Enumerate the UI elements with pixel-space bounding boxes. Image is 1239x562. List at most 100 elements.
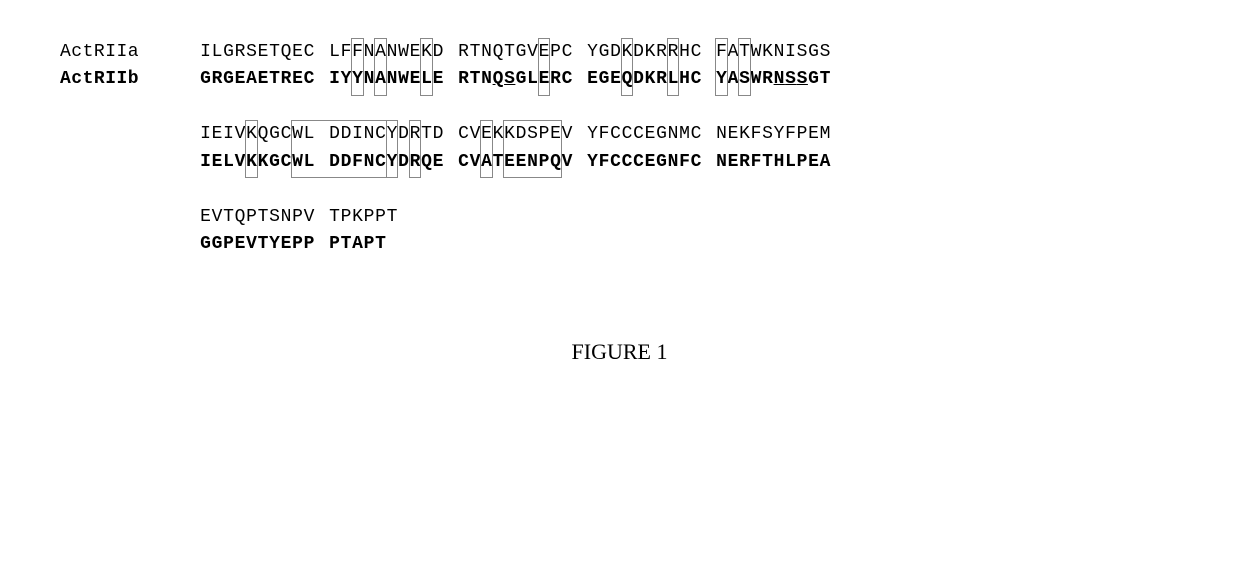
- residue: Y: [387, 122, 399, 147]
- residue: C: [458, 150, 470, 175]
- sequence-group: LFFNANWEKD: [329, 40, 444, 65]
- alignment-block-0: ActRIIaILGRSETQECLFFNANWEKDRTNQTGVEPCYGD…: [60, 40, 1179, 92]
- residue: I: [329, 67, 341, 92]
- residue: N: [774, 40, 786, 65]
- residue: K: [352, 205, 364, 230]
- residue: Y: [587, 40, 599, 65]
- residue: C: [691, 122, 703, 147]
- residue: A: [375, 67, 387, 92]
- residue: G: [200, 232, 212, 257]
- residue: E: [281, 232, 293, 257]
- residue: R: [656, 67, 668, 92]
- residue: C: [304, 67, 316, 92]
- residue: E: [504, 150, 516, 175]
- residue: E: [212, 150, 224, 175]
- residue: L: [421, 67, 433, 92]
- residue: Y: [341, 67, 353, 92]
- residue: F: [599, 122, 611, 147]
- residue: S: [762, 122, 774, 147]
- residue: C: [458, 122, 470, 147]
- residue: T: [258, 205, 270, 230]
- residue: W: [292, 122, 304, 147]
- residue: C: [691, 150, 703, 175]
- residue: T: [493, 150, 505, 175]
- residue: M: [679, 122, 691, 147]
- residue: A: [375, 40, 387, 65]
- residue: P: [304, 232, 316, 257]
- residue: D: [633, 40, 645, 65]
- residue: P: [539, 122, 551, 147]
- residue: N: [364, 122, 376, 147]
- sequence-group: EVTQPTSNPV: [200, 205, 315, 230]
- residue: Q: [258, 122, 270, 147]
- residue: I: [200, 40, 212, 65]
- sequence-groups-a: EVTQPTSNPVTPKPPT: [200, 205, 398, 230]
- residue: R: [656, 40, 668, 65]
- residue: G: [200, 67, 212, 92]
- residue: E: [433, 150, 445, 175]
- residue: S: [797, 40, 809, 65]
- residue: G: [223, 40, 235, 65]
- residue: K: [246, 122, 258, 147]
- residue: P: [797, 122, 809, 147]
- residue: E: [433, 67, 445, 92]
- residue: V: [562, 122, 574, 147]
- residue: P: [329, 232, 341, 257]
- residue: P: [550, 40, 562, 65]
- residue: E: [292, 67, 304, 92]
- residue: A: [352, 232, 364, 257]
- sequence-group: CVATEENPQV: [458, 150, 573, 175]
- residue: P: [375, 205, 387, 230]
- sequence-pair-1: IEIVKQGCWLDDINCYDRTDCVEKKDSPEVYFCCCEGNMC…: [60, 122, 1179, 174]
- residue: E: [808, 122, 820, 147]
- residue: L: [329, 40, 341, 65]
- residue: R: [458, 40, 470, 65]
- sequence-group: EGEQDKRLHC: [587, 67, 702, 92]
- residue: F: [785, 122, 797, 147]
- residue: Q: [281, 40, 293, 65]
- sequence-group: TPKPPT: [329, 205, 398, 230]
- residue: R: [550, 67, 562, 92]
- residue: D: [329, 150, 341, 175]
- residue: G: [269, 122, 281, 147]
- residue: F: [751, 150, 763, 175]
- residue: V: [212, 205, 224, 230]
- residue: A: [728, 40, 740, 65]
- residue: W: [398, 40, 410, 65]
- residue: W: [292, 150, 304, 175]
- sequence-group: RTNQTGVEPC: [458, 40, 573, 65]
- sequence-row-b: GGPEVTYEPPPTAPT: [60, 232, 1179, 257]
- residue: D: [398, 150, 410, 175]
- residue: P: [246, 205, 258, 230]
- residue: K: [645, 40, 657, 65]
- residue: E: [410, 67, 422, 92]
- residue: T: [387, 205, 399, 230]
- residue: T: [269, 67, 281, 92]
- residue: E: [292, 40, 304, 65]
- residue: N: [364, 67, 376, 92]
- residue: M: [820, 122, 832, 147]
- sequence-pair-2: EVTQPTSNPVTPKPPTGGPEVTYEPPPTAPT: [60, 205, 1179, 257]
- residue: Y: [716, 67, 728, 92]
- sequence-group: NERFTHLPEA: [716, 150, 831, 175]
- residue: V: [304, 205, 316, 230]
- residue: N: [481, 40, 493, 65]
- residue: N: [527, 150, 539, 175]
- residue: K: [762, 40, 774, 65]
- residue: E: [610, 67, 622, 92]
- residue: P: [364, 205, 376, 230]
- sequence-group: PTAPT: [329, 232, 387, 257]
- residue: G: [516, 40, 528, 65]
- residue: G: [223, 67, 235, 92]
- residue: E: [235, 232, 247, 257]
- residue: L: [304, 122, 316, 147]
- residue: R: [762, 67, 774, 92]
- residue: E: [587, 67, 599, 92]
- row-label-b: ActRIIb: [60, 67, 200, 92]
- residue: I: [352, 122, 364, 147]
- residue: P: [364, 232, 376, 257]
- residue: D: [610, 40, 622, 65]
- residue: T: [470, 40, 482, 65]
- sequence-group: CVEKKDSPEV: [458, 122, 573, 147]
- sequence-row-a: ActRIIaILGRSETQECLFFNANWEKDRTNQTGVEPCYGD…: [60, 40, 1179, 65]
